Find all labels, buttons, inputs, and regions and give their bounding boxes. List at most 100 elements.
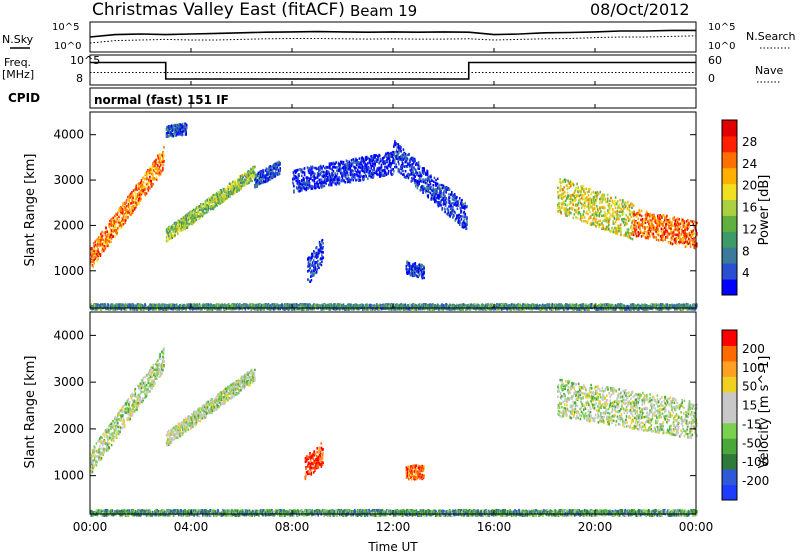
data-cell [328, 175, 330, 178]
data-cell [455, 217, 458, 221]
data-cell [349, 166, 352, 170]
data-cell [452, 205, 454, 209]
data-cell [311, 263, 313, 267]
data-cell [398, 147, 400, 150]
data-cell [150, 182, 153, 186]
data-cell [331, 176, 334, 179]
data-cell [250, 178, 252, 181]
data-cell [175, 224, 177, 227]
data-cell [167, 239, 169, 242]
data-cell [315, 176, 317, 179]
data-cell [612, 230, 615, 234]
data-cell [251, 179, 253, 183]
data-cell [94, 240, 97, 243]
data-cell [238, 181, 241, 184]
data-cell [320, 186, 323, 189]
data-cell [129, 194, 131, 197]
data-cell [154, 164, 157, 167]
data-cell [351, 176, 353, 180]
data-cell [343, 164, 346, 168]
data-cell [199, 216, 202, 219]
data-cell [430, 185, 432, 189]
data-cell [163, 146, 165, 149]
data-cell [172, 126, 175, 129]
data-cell [222, 190, 225, 193]
data-cell [254, 186, 257, 189]
data-cell [112, 235, 115, 238]
beam-label: Beam 19 [350, 2, 417, 20]
data-cell [108, 238, 111, 241]
data-cell [450, 213, 453, 216]
data-cell [306, 166, 309, 169]
data-cell [367, 162, 369, 165]
data-cell [584, 219, 587, 223]
data-cell [104, 239, 106, 243]
data-cell [153, 177, 156, 180]
data-cell [191, 209, 194, 213]
data-cell [168, 226, 171, 229]
data-cell [365, 155, 368, 159]
data-cell [606, 193, 609, 197]
data-cell [336, 179, 338, 182]
data-cell [97, 257, 99, 261]
data-cell [278, 172, 281, 175]
data-cell [608, 209, 611, 213]
data-cell [431, 179, 433, 183]
data-cell [390, 164, 392, 167]
data-cell [104, 231, 107, 234]
data-cell [205, 206, 208, 210]
data-cell [155, 162, 157, 165]
data-cell [619, 198, 621, 202]
data-cell [112, 216, 115, 220]
data-cell [131, 205, 133, 209]
data-cell [132, 196, 134, 200]
data-cell [97, 249, 99, 252]
data-cell [458, 213, 460, 217]
data-cell [183, 125, 185, 128]
data-cell [265, 175, 268, 179]
data-cell [147, 189, 150, 192]
data-cell [162, 152, 165, 155]
data-cell [148, 178, 150, 181]
data-cell [168, 234, 170, 238]
data-cell [141, 185, 144, 189]
data-cell [412, 173, 415, 177]
data-cell [171, 236, 173, 239]
data-cell [213, 195, 216, 199]
data-cell [393, 170, 395, 173]
data-cell [639, 213, 641, 217]
data-cell [179, 229, 181, 232]
data-cell [134, 188, 137, 191]
data-cell [426, 179, 429, 182]
data-cell [434, 181, 437, 185]
data-cell [394, 142, 396, 145]
data-cell [154, 167, 157, 170]
data-cell [599, 190, 602, 194]
data-cell [423, 169, 425, 172]
data-cell [110, 222, 112, 225]
data-cell [367, 177, 369, 180]
data-cell [422, 186, 424, 190]
data-cell [251, 175, 254, 178]
data-cell [116, 231, 119, 235]
data-cell [163, 154, 165, 158]
data-cell [325, 174, 328, 177]
data-cell [411, 179, 414, 182]
data-cell [448, 200, 451, 203]
data-cell [307, 181, 309, 185]
data-cell [632, 204, 635, 207]
data-cell [430, 196, 433, 200]
data-cell [461, 224, 464, 227]
data-cell [605, 215, 607, 219]
data-cell [583, 197, 585, 200]
data-cell [395, 142, 397, 145]
data-cell [248, 181, 251, 184]
data-cell [311, 165, 314, 168]
data-cell [177, 219, 180, 222]
data-cell [170, 227, 172, 230]
data-cell [236, 183, 238, 186]
data-cell [254, 184, 257, 187]
data-cell [133, 205, 136, 208]
data-cell [169, 237, 171, 240]
data-cell [587, 212, 589, 216]
